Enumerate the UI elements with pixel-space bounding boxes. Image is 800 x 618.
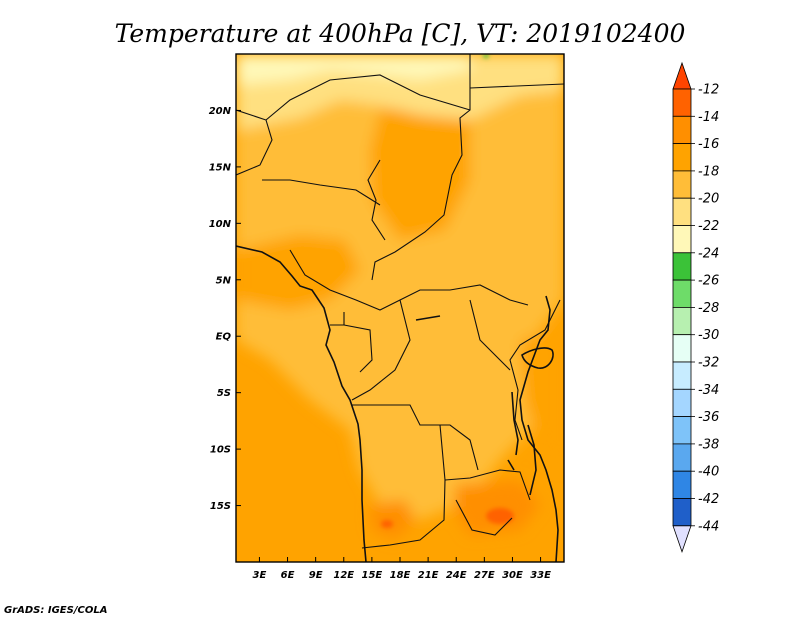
y-tick-label-EQ: EQ: [216, 332, 232, 343]
field-patch-16-to-14-central: [370, 105, 470, 240]
x-tick-label-6E: 6E: [281, 570, 295, 581]
colorbar-label--36: -36: [698, 410, 719, 425]
colorbar-label--42: -42: [698, 492, 719, 507]
y-tick-label-5S: 5S: [217, 388, 231, 399]
y-axis-ticks: 20N 15N 10N 5N EQ 5S 10S 15S: [209, 106, 241, 512]
colorbar: -12 -14 -16 -18 -20 -22 -24 -26 -28 -30 -32 -34 -36 -…: [672, 61, 719, 554]
colorbar-label--30: -30: [698, 328, 719, 343]
colorbar-label--32: -32: [698, 356, 719, 371]
colorbar-swatch--32: [672, 361, 692, 390]
colorbar-label--26: -26: [698, 274, 719, 289]
colorbar-swatch--28: [672, 306, 692, 336]
y-tick-label-10S: 10S: [210, 445, 231, 456]
colorbar-swatch--36: [672, 416, 692, 445]
y-tick-label-15N: 15N: [209, 162, 232, 173]
x-tick-label-24E: 24E: [446, 570, 467, 581]
colorbar-swatch--24: [672, 252, 692, 281]
colorbar-label--16: -16: [698, 137, 719, 152]
colorbar-swatch--30: [672, 334, 692, 363]
colorbar-swatch--12: [672, 88, 692, 117]
colorbar-label--14: -14: [698, 110, 719, 125]
x-tick-label-15E: 15E: [362, 570, 383, 581]
field-patch-16-to-14-west: [236, 235, 360, 310]
colorbar-arrow-above: [672, 61, 692, 90]
x-tick-label-9E: 9E: [309, 570, 323, 581]
colorbar-swatch--38: [672, 443, 692, 472]
y-tick-label-5N: 5N: [216, 275, 232, 286]
field-hotspot-24: [483, 54, 489, 58]
x-axis-ticks: 3E 6E 9E 12E 15E 18E 21E 24E 27E 30E 33E: [253, 557, 551, 581]
x-tick-label-21E: 21E: [418, 570, 439, 581]
y-tick-label-20N: 20N: [209, 106, 232, 117]
x-tick-label-27E: 27E: [474, 570, 495, 581]
grads-credit: GrADS: IGES/COLA: [4, 605, 107, 616]
colorbar-label--44: -44: [698, 519, 719, 534]
field-band-18-to-16-south: [360, 405, 480, 500]
colorbar-swatch--34: [672, 388, 692, 417]
colorbar-swatch--16: [672, 143, 692, 172]
y-tick-label-10N: 10N: [209, 219, 232, 230]
colorbar-swatch--26: [672, 279, 692, 308]
colorbar-swatch--14: [672, 115, 692, 145]
colorbar-swatch--18: [672, 170, 692, 199]
field-hotspot-12-west: [381, 520, 393, 528]
colorbar-label--38: -38: [698, 437, 719, 452]
colorbar-swatch--40: [672, 470, 692, 499]
x-tick-label-3E: 3E: [253, 570, 267, 581]
colorbar-swatch--22: [672, 225, 692, 254]
country-borders: [236, 54, 564, 549]
field-hotspot-12: [486, 508, 514, 524]
coastlines: [236, 245, 559, 562]
colorbar-label--24: -24: [698, 246, 719, 261]
colorbar-label--28: -28: [698, 301, 719, 316]
colorbar-label--34: -34: [698, 383, 719, 398]
x-tick-label-18E: 18E: [390, 570, 411, 581]
x-tick-label-33E: 33E: [530, 570, 551, 581]
x-tick-label-12E: 12E: [333, 570, 354, 581]
y-tick-label-15S: 15S: [210, 501, 231, 512]
field-band-18-to-16: [236, 90, 564, 520]
colorbar-label--12: -12: [698, 83, 719, 98]
field-patch-14-to-12-south: [455, 480, 540, 535]
temperature-field: [236, 54, 564, 562]
field-patch-14-to-12-west: [370, 500, 415, 540]
colorbar-arrow-below: [672, 525, 692, 554]
colorbar-label--22: -22: [698, 219, 719, 234]
colorbar-label--18: -18: [698, 164, 719, 179]
lakes: [415, 315, 554, 496]
field-band-22-to-20: [236, 54, 470, 85]
colorbar-label--20: -20: [698, 192, 719, 207]
chart-title: Temperature at 400hPa [C], VT: 201910240…: [115, 19, 686, 48]
colorbar-label--40: -40: [698, 465, 719, 480]
colorbar-swatch--42: [672, 498, 692, 527]
colorbar-swatch--20: [672, 197, 692, 226]
x-tick-label-30E: 30E: [502, 570, 523, 581]
